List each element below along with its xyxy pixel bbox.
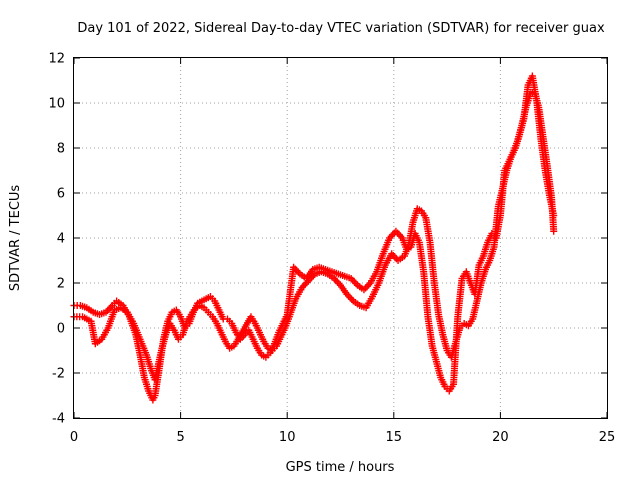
x-tick-label: 25 — [599, 430, 616, 445]
x-axis-label: GPS time / hours — [286, 460, 395, 475]
axis-ticks: 0 5 10 15 20 25 -4 -2 0 2 4 6 8 10 12 — [48, 52, 615, 446]
data-point — [352, 280, 360, 288]
y-tick-label: 2 — [57, 277, 65, 292]
y-tick-label: 8 — [57, 142, 65, 157]
data-point — [394, 229, 402, 237]
x-tick-label: 15 — [386, 430, 403, 445]
y-tick-label: -2 — [52, 367, 65, 382]
y-tick-label: 10 — [48, 97, 65, 112]
y-tick-label: 4 — [57, 232, 65, 247]
x-tick-label: 10 — [279, 430, 296, 445]
data-marks — [70, 72, 558, 404]
data-point — [362, 284, 370, 292]
data-point — [105, 305, 113, 313]
y-tick-label: -4 — [52, 412, 65, 427]
x-tick-label: 5 — [176, 430, 184, 445]
data-point — [550, 212, 558, 219]
y-axis-label: SDTVAR / TECUs — [8, 185, 23, 292]
y-tick-label: 0 — [57, 322, 65, 337]
grid-layer — [74, 58, 607, 418]
y-tick-label: 6 — [57, 187, 65, 202]
data-point — [550, 227, 558, 235]
data-point — [350, 278, 358, 286]
x-tick-label: 20 — [492, 430, 509, 445]
data-point — [301, 280, 309, 288]
x-tick-label: 0 — [70, 430, 78, 445]
series-2 — [70, 72, 558, 384]
data-point — [346, 294, 354, 302]
y-tick-label: 12 — [48, 52, 65, 67]
data-point — [389, 231, 397, 239]
data-point — [293, 267, 301, 275]
series-1 — [70, 88, 558, 404]
plot-frame — [73, 57, 608, 419]
data-point — [348, 295, 356, 303]
chart-title: Day 101 of 2022, Sidereal Day-to-day VTE… — [77, 21, 605, 36]
data-point — [333, 278, 341, 286]
data-point — [395, 231, 403, 239]
data-point — [392, 227, 400, 235]
